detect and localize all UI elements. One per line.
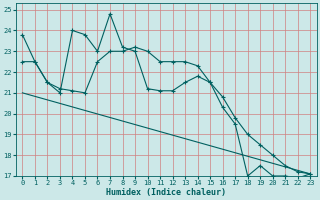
X-axis label: Humidex (Indice chaleur): Humidex (Indice chaleur) bbox=[106, 188, 226, 197]
